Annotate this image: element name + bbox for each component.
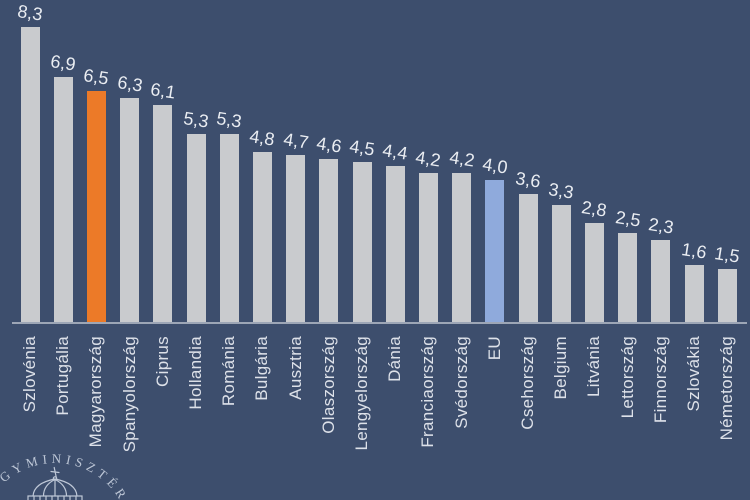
bar-value-label: 4,5 bbox=[348, 136, 377, 160]
bar-category-label: Szlovénia bbox=[20, 336, 39, 413]
bar-value-label: 2,5 bbox=[613, 207, 642, 231]
bar bbox=[584, 222, 604, 322]
bar bbox=[717, 268, 737, 322]
bar-value-label: 2,3 bbox=[646, 214, 675, 239]
bar-category-label: Ciprus bbox=[152, 336, 172, 387]
bar-category-label: Portugália bbox=[53, 336, 73, 416]
bar-category-label: Ausztria bbox=[285, 336, 305, 400]
bar bbox=[518, 194, 538, 322]
bar-category-label: Svédország bbox=[451, 336, 471, 429]
bar-category-label: Csehország bbox=[518, 336, 537, 430]
bar bbox=[219, 133, 239, 322]
bar-value-label: 3,6 bbox=[514, 168, 543, 192]
bar-value-label: 5,3 bbox=[182, 107, 211, 132]
bar bbox=[86, 91, 106, 322]
bar-value-label: 4,4 bbox=[381, 139, 410, 164]
bar-category-label: Litvánia bbox=[584, 336, 604, 397]
bar-category-label: Bulgária bbox=[252, 336, 272, 401]
bar bbox=[53, 77, 73, 322]
bar-category-label: EU bbox=[484, 336, 504, 361]
bar-category-label: Dánia bbox=[385, 336, 405, 382]
bar bbox=[319, 158, 339, 322]
bar-value-label: 5,3 bbox=[215, 107, 244, 132]
bar-value-label: 6,3 bbox=[115, 72, 144, 97]
bar-value-label: 4,6 bbox=[314, 132, 343, 157]
bar bbox=[418, 172, 438, 322]
bar-value-label: 4,2 bbox=[447, 146, 476, 171]
bar-value-label: 2,8 bbox=[580, 196, 609, 221]
bar-value-label: 4,7 bbox=[281, 129, 310, 153]
bar bbox=[452, 172, 472, 322]
holy-crown-icon bbox=[27, 466, 83, 500]
ministry-logo-arc-text: PÉNZÜGYMINISZTÉRIUM bbox=[0, 451, 142, 500]
bar bbox=[252, 151, 272, 322]
bar-category-label: Lengyelország bbox=[352, 336, 371, 451]
bar bbox=[186, 133, 206, 322]
bar-category-label: Németország bbox=[717, 336, 737, 441]
bar-value-label: 6,9 bbox=[49, 51, 78, 75]
bar bbox=[618, 233, 638, 322]
bar-category-label: Hollandia bbox=[186, 336, 205, 410]
bar bbox=[20, 27, 40, 322]
bar bbox=[684, 265, 704, 322]
bar-value-label: 6,1 bbox=[148, 79, 177, 104]
bar-value-label: 1,6 bbox=[680, 239, 709, 263]
bar bbox=[485, 180, 505, 322]
bar-value-label: 3,3 bbox=[547, 178, 576, 203]
bar bbox=[385, 165, 405, 322]
bar bbox=[153, 105, 173, 322]
bar-value-label: 8,3 bbox=[16, 1, 45, 26]
bar-value-label: 1,5 bbox=[713, 242, 742, 267]
bar-category-label: Románia bbox=[219, 336, 239, 407]
bar-category-label: Finnország bbox=[650, 336, 670, 424]
bar bbox=[120, 98, 140, 322]
bar-category-label: Spanyolország bbox=[119, 336, 139, 453]
bar-value-label: 6,5 bbox=[82, 65, 111, 89]
bar-category-label: Lettország bbox=[617, 336, 637, 419]
bar-category-label: Franciaország bbox=[418, 336, 438, 448]
bar bbox=[551, 204, 571, 322]
bar-category-label: Belgium bbox=[551, 336, 571, 400]
x-axis-line bbox=[12, 322, 747, 324]
bar-category-label: Szlovákia bbox=[684, 336, 703, 412]
bar-value-label: 4,0 bbox=[480, 154, 509, 178]
bar-value-label: 4,2 bbox=[414, 146, 443, 171]
bar bbox=[352, 162, 372, 322]
bar-category-label: Magyarország bbox=[86, 336, 106, 448]
bar bbox=[651, 240, 671, 322]
bar-category-label: Olaszország bbox=[318, 336, 338, 434]
bar-value-label: 4,8 bbox=[248, 125, 277, 150]
ministry-logo: PÉNZÜGYMINISZTÉRIUM bbox=[0, 451, 142, 500]
bar bbox=[286, 155, 306, 322]
